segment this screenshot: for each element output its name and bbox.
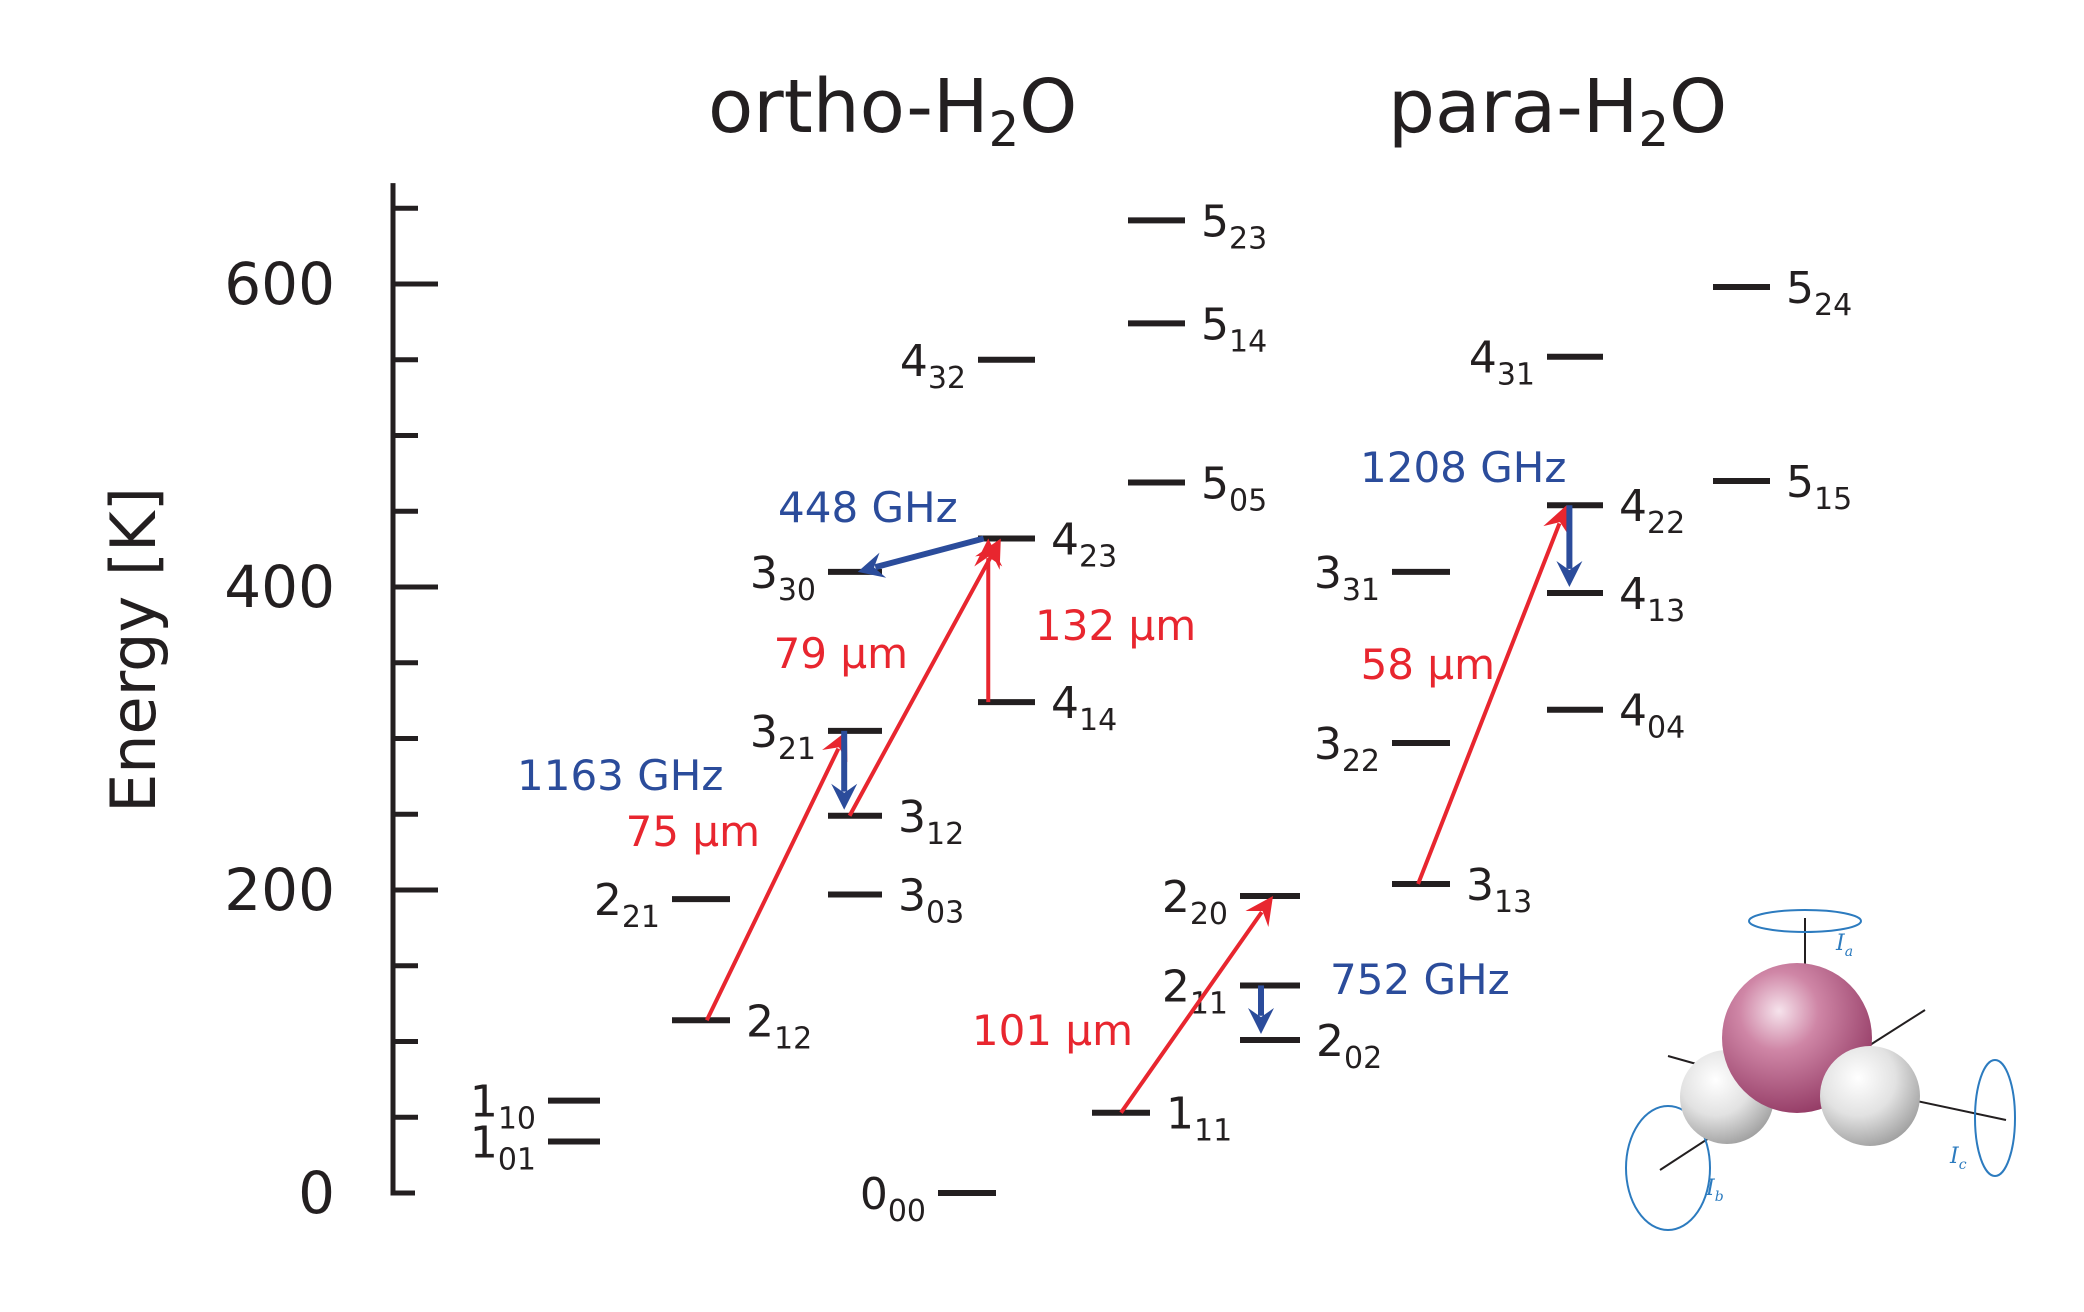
level-label-2_11: 211 xyxy=(1162,961,1228,1021)
level-label-4_04: 404 xyxy=(1619,686,1685,746)
transition-arrow-4_23-3_30 xyxy=(874,535,985,571)
rotation-axis-c-ring xyxy=(1974,1059,2016,1177)
transitions: 75 μm 79 μm 132 μm 448 GHz 1163 GHz 101 μm 752… xyxy=(517,443,1583,1114)
transition-label-2_11-2_02: 752 GHz xyxy=(1330,955,1510,1004)
tick-label: 0 xyxy=(298,1159,335,1227)
level-label-5_14: 514 xyxy=(1201,299,1267,359)
transition-arrow-3_13-4_22 xyxy=(1416,522,1562,885)
level-label-3_03: 303 xyxy=(898,871,964,931)
level-label-4_32: 432 xyxy=(900,336,966,396)
axis-title: Energy [K] xyxy=(97,487,170,813)
level-label-3_12: 312 xyxy=(898,792,964,852)
ortho-title: ortho-H2O xyxy=(708,64,1077,158)
level-label-3_30: 330 xyxy=(750,548,816,608)
transition-label-4_23-3_30: 448 GHz xyxy=(778,483,958,532)
transition-arrow-1_11-2_20 xyxy=(1119,910,1264,1114)
transition-arrowhead-2_12-3_21 xyxy=(822,730,848,763)
axis-b-label: Ib xyxy=(1705,1176,1724,1205)
energy-axis: 0 200 400 600 xyxy=(224,183,438,1227)
level-label-5_15: 515 xyxy=(1786,457,1852,517)
level-label-0_00: 000 xyxy=(860,1169,926,1229)
transition-label-3_13-4_22: 58 μm xyxy=(1361,640,1495,689)
rotation-axis-a-ring xyxy=(1748,909,1862,933)
level-label-5_23: 523 xyxy=(1201,196,1267,256)
rotation-axis-b-ring xyxy=(1625,1105,1711,1231)
level-label-3_31: 331 xyxy=(1314,548,1380,608)
level-label-3_13: 313 xyxy=(1466,860,1532,920)
level-label-4_31: 431 xyxy=(1469,333,1535,393)
level-label-2_20: 220 xyxy=(1162,872,1228,932)
tick-label: 200 xyxy=(224,856,335,924)
transition-arrowhead-4_23-3_30 xyxy=(857,552,887,578)
transition-arrow-2_12-3_21 xyxy=(704,747,841,1022)
tick-label: 400 xyxy=(224,553,335,621)
transition-label-1_11-2_20: 101 μm xyxy=(972,1006,1133,1055)
transition-arrowhead-3_13-4_22 xyxy=(1543,505,1570,537)
axis-c-label: Ic xyxy=(1949,1144,1967,1173)
level-label-4_14: 414 xyxy=(1051,678,1117,738)
level-label-1_11: 111 xyxy=(1166,1089,1232,1149)
level-label-2_21: 221 xyxy=(594,875,660,935)
level-label-2_02: 202 xyxy=(1316,1016,1382,1076)
transition-label-3_21-3_12: 1163 GHz xyxy=(517,751,723,800)
water-molecule-illustration: Ia Ib Ic xyxy=(1625,909,2016,1231)
level-label-5_24: 524 xyxy=(1786,263,1852,323)
transition-arrowhead-2_11-2_02 xyxy=(1248,1007,1274,1034)
level-label-4_23: 423 xyxy=(1051,515,1117,575)
transition-arrow-3_12-4_23 xyxy=(847,554,994,817)
transition-arrowhead-4_14-4_23 xyxy=(974,538,1003,567)
transition-label-4_14-4_23: 132 μm xyxy=(1035,601,1196,650)
axis-a-label: Ia xyxy=(1835,931,1853,960)
level-label-3_21: 321 xyxy=(750,707,816,767)
transition-label-4_22-4_13: 1208 GHz xyxy=(1360,443,1566,492)
level-label-5_05: 505 xyxy=(1201,458,1267,518)
y-axis-line xyxy=(390,183,415,1196)
transition-arrowhead-4_22-4_13 xyxy=(1556,561,1583,588)
level-label-4_13: 413 xyxy=(1619,569,1685,629)
level-label-1_01: 101 xyxy=(470,1117,536,1177)
transition-arrowhead-1_11-2_20 xyxy=(1245,896,1273,928)
para-title: para-H2O xyxy=(1388,64,1727,158)
level-label-2_12: 212 xyxy=(746,996,812,1056)
level-label-1_10: 110 xyxy=(470,1077,536,1137)
transition-label-2_12-3_21: 75 μm xyxy=(626,807,760,856)
hydrogen-atom-right xyxy=(1820,1046,1920,1146)
transition-label-3_12-4_23: 79 μm xyxy=(774,629,908,678)
level-label-3_22: 322 xyxy=(1314,719,1380,779)
level-label-4_22: 422 xyxy=(1619,481,1685,541)
transition-arrowhead-3_21-3_12 xyxy=(831,783,858,810)
tick-label: 600 xyxy=(224,250,335,318)
